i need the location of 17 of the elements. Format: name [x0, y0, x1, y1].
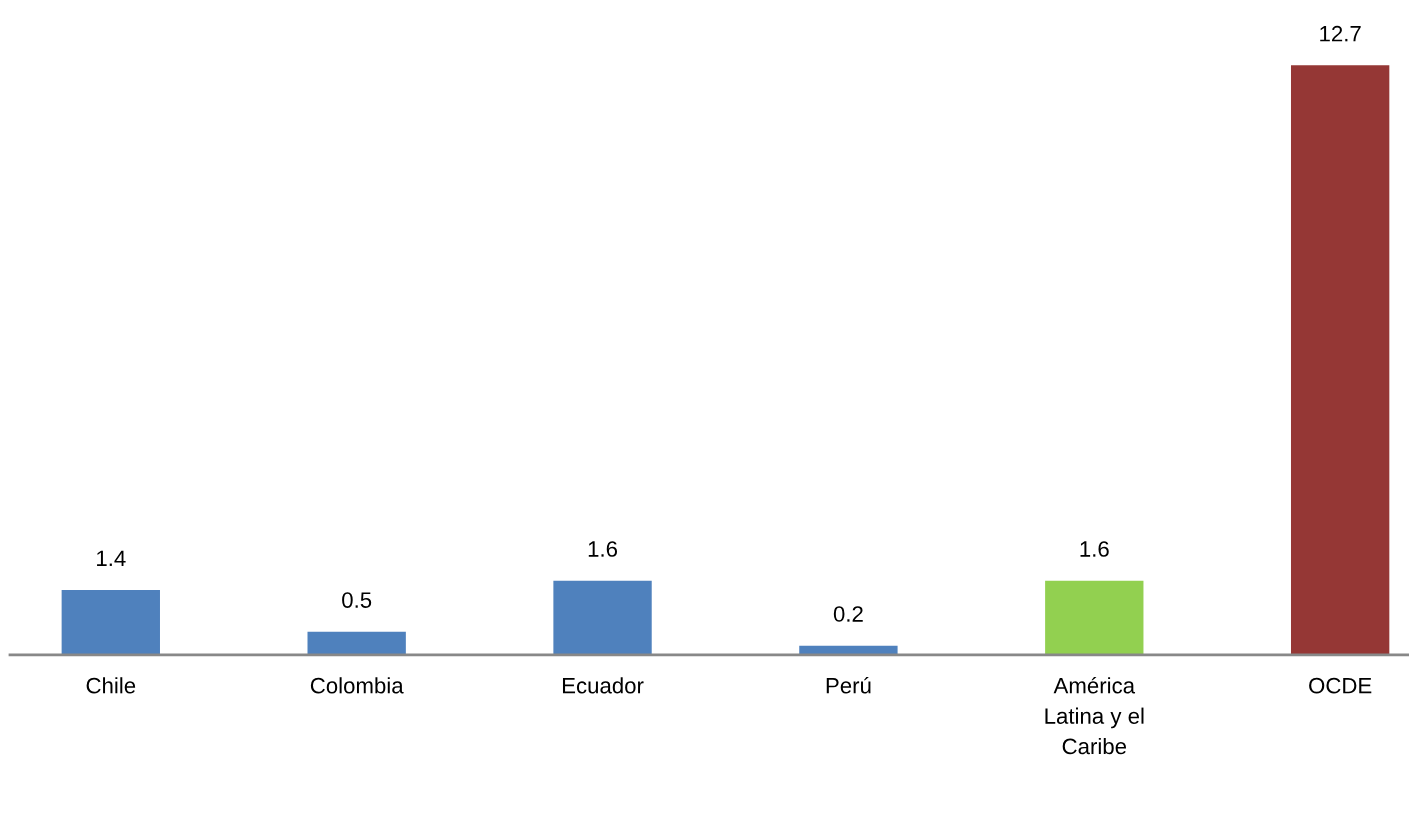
data-label: 12.7: [1320, 25, 1361, 42]
data-label: 0.2: [833, 606, 863, 622]
data-label: 0.5: [342, 592, 372, 608]
x-tick-label: Ecuador: [562, 677, 644, 694]
data-label: 1.6: [1080, 541, 1109, 557]
x-tick-label: OCDE: [1309, 677, 1372, 694]
x-tick-label: Chile: [86, 677, 136, 694]
x-tick-label: Perú: [826, 676, 871, 694]
bar: [1045, 580, 1144, 655]
bar: [61, 589, 160, 655]
bar: [1290, 65, 1390, 655]
bar: [553, 580, 652, 655]
data-label: 1.4: [97, 550, 126, 566]
x-tick-label: América Latina y el Caribe: [1045, 676, 1144, 755]
x-tick-label: Colombia: [310, 677, 404, 694]
data-label: 1.6: [588, 541, 618, 557]
bar: [307, 631, 406, 655]
